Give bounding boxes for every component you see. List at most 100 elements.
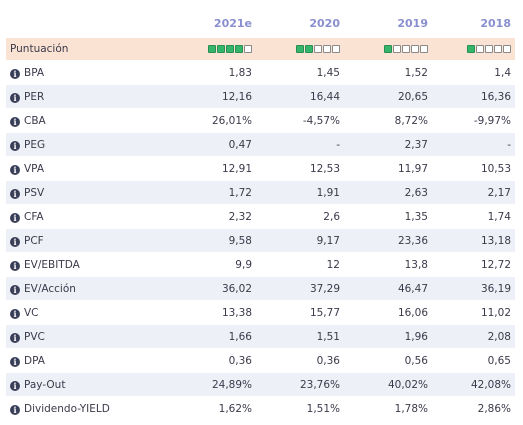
score-square-filled: [296, 45, 304, 53]
info-icon[interactable]: i: [10, 92, 20, 103]
table-row: i PEG 0,47-2,37-: [6, 132, 515, 157]
row-label: Dividendo-YIELD: [24, 402, 110, 415]
header-blank: [6, 8, 186, 38]
score-square-filled: [384, 45, 392, 53]
info-icon[interactable]: i: [10, 212, 20, 223]
row-label: PSV: [24, 186, 45, 199]
value-cell: 40,02%: [344, 372, 432, 397]
value-cell: 0,36: [256, 348, 344, 373]
score-square-empty: [244, 45, 252, 53]
value-cell: 1,52: [344, 60, 432, 85]
table-row: i DPA 0,36 0,36 0,56 0,65: [6, 348, 515, 373]
value-cell: 1,35: [344, 204, 432, 229]
info-icon[interactable]: i: [10, 140, 20, 151]
row-label: DPA: [24, 354, 45, 367]
row-label-cell: i CBA: [6, 108, 186, 133]
value-cell: 12,16: [186, 84, 256, 109]
score-square-empty: [323, 45, 331, 53]
row-label-cell: i EV/EBITDA: [6, 252, 186, 277]
value-cell: 2,37: [344, 132, 432, 157]
score-square-filled: [235, 45, 243, 53]
row-label: PER: [24, 90, 45, 103]
info-icon[interactable]: i: [10, 236, 20, 247]
value-cell: 16,36: [432, 84, 515, 109]
table-row: i EV/Acción 36,02 37,29 46,47 36,19: [6, 276, 515, 301]
info-icon[interactable]: i: [10, 260, 20, 271]
info-icon[interactable]: i: [10, 308, 20, 319]
score-square-empty: [494, 45, 502, 53]
row-label-cell: i PVC: [6, 324, 186, 349]
value-cell: -: [256, 132, 344, 157]
table-row: i CBA 26,01% -4,57% 8,72% -9,97%: [6, 108, 515, 133]
table-row: i PSV 1,72 1,91 2,63 2,17: [6, 180, 515, 205]
score-square-empty: [314, 45, 322, 53]
value-cell: 1,91: [256, 180, 344, 205]
row-label-cell: i VC: [6, 300, 186, 325]
score-square-empty: [411, 45, 419, 53]
value-cell: 12,53: [256, 156, 344, 181]
value-cell: 16,44: [256, 84, 344, 109]
info-icon[interactable]: i: [10, 116, 20, 127]
value-cell: 1,72: [186, 180, 256, 205]
info-icon[interactable]: i: [10, 332, 20, 343]
row-label: PCF: [24, 234, 44, 247]
info-icon[interactable]: i: [10, 284, 20, 295]
score-square-empty: [393, 45, 401, 53]
value-cell: 23,76%: [256, 372, 344, 397]
value-cell: 13,18: [432, 228, 515, 253]
score-square-empty: [420, 45, 428, 53]
value-cell: 1,74: [432, 204, 515, 229]
info-icon[interactable]: i: [10, 380, 20, 391]
value-cell: 36,02: [186, 276, 256, 301]
value-cell: 9,17: [256, 228, 344, 253]
value-cell: 11,02: [432, 300, 515, 325]
value-cell: -4,57%: [256, 108, 344, 133]
row-label-cell: i DPA: [6, 348, 186, 373]
value-cell: 0,65: [432, 348, 515, 373]
row-label-cell: i Dividendo-YIELD: [6, 396, 186, 421]
score-square-empty: [476, 45, 484, 53]
value-cell: 13,8: [344, 252, 432, 277]
value-cell: 1,62%: [186, 396, 256, 421]
value-cell: 1,66: [186, 324, 256, 349]
row-label: BPA: [24, 66, 45, 79]
score-square-filled: [217, 45, 225, 53]
value-cell: 24,89%: [186, 372, 256, 397]
score-square-filled: [226, 45, 234, 53]
value-cell: 16,06: [344, 300, 432, 325]
value-cell: 0,36: [186, 348, 256, 373]
value-cell: -9,97%: [432, 108, 515, 133]
info-icon[interactable]: i: [10, 164, 20, 175]
row-label: PEG: [24, 138, 46, 151]
row-label: CFA: [24, 210, 44, 223]
value-cell: -: [432, 132, 515, 157]
score-square-filled: [305, 45, 313, 53]
table-row: i Dividendo-YIELD 1,62% 1,51% 1,78% 2,86%: [6, 396, 515, 421]
row-label-cell: i Pay-Out: [6, 372, 186, 397]
value-cell: 2,17: [432, 180, 515, 205]
row-label: VC: [24, 306, 39, 319]
score-cell: [186, 38, 256, 61]
score-square-empty: [402, 45, 410, 53]
info-icon[interactable]: i: [10, 404, 20, 415]
score-meter: [208, 45, 252, 53]
info-icon[interactable]: i: [10, 356, 20, 367]
ratios-body: Puntuación i BPA 1,83 1,45 1,52 1,4 i PER 12,16 16…: [6, 38, 515, 421]
table-row: i PVC 1,66 1,51 1,96 2,08: [6, 324, 515, 349]
header-year: 2018: [480, 16, 511, 30]
table-row: i VC 13,38 15,77 16,06 11,02: [6, 300, 515, 325]
value-cell: 15,77: [256, 300, 344, 325]
info-icon[interactable]: i: [10, 68, 20, 79]
info-icon[interactable]: i: [10, 188, 20, 199]
score-cell: [344, 38, 432, 61]
table-row: i PCF 9,58 9,17 23,36 13,18: [6, 228, 515, 253]
value-cell: 12,91: [186, 156, 256, 181]
value-cell: 36,19: [432, 276, 515, 301]
row-label-cell: i EV/Acción: [6, 276, 186, 301]
value-cell: 2,6: [256, 204, 344, 229]
value-cell: 1,51: [256, 324, 344, 349]
value-cell: 2,63: [344, 180, 432, 205]
row-label-cell: i PER: [6, 84, 186, 109]
score-label: Puntuación: [6, 38, 186, 61]
